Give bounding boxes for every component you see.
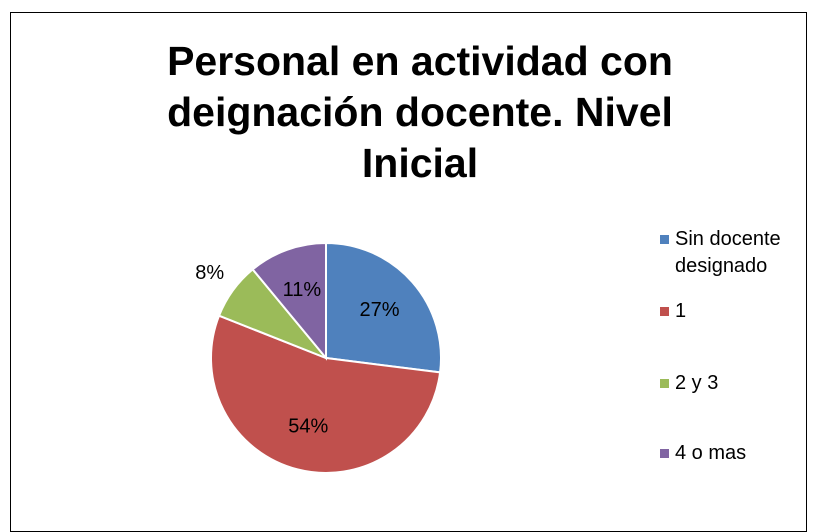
legend-item: 1 bbox=[660, 298, 810, 325]
pie-slice bbox=[210, 314, 442, 474]
legend-swatch bbox=[660, 449, 669, 458]
pie-slice bbox=[251, 241, 327, 361]
legend-label: 4 o mas bbox=[675, 442, 747, 464]
legend-item: Sin docente designado bbox=[660, 226, 810, 280]
legend-swatch bbox=[660, 235, 669, 244]
legend-item: 2 y 3 bbox=[660, 370, 810, 397]
data-label: 54% bbox=[288, 415, 328, 437]
chart-title: Personal en actividad con deignación doc… bbox=[167, 38, 673, 186]
legend-swatch bbox=[660, 379, 669, 388]
legend-label: Sin docente designado bbox=[675, 228, 781, 277]
data-label: 8% bbox=[195, 262, 224, 284]
legend-label: 1 bbox=[675, 300, 687, 322]
pie-slice bbox=[325, 241, 442, 374]
chart: 27% 54% 8% 11% bbox=[195, 241, 442, 474]
legend-label: 2 y 3 bbox=[675, 372, 719, 394]
legend-item: 4 o mas bbox=[660, 440, 810, 467]
data-label: 11% bbox=[283, 279, 322, 301]
legend-swatch bbox=[660, 307, 669, 316]
data-label: 27% bbox=[359, 299, 399, 321]
page: Personal en actividad con deignación doc… bbox=[10, 12, 810, 532]
